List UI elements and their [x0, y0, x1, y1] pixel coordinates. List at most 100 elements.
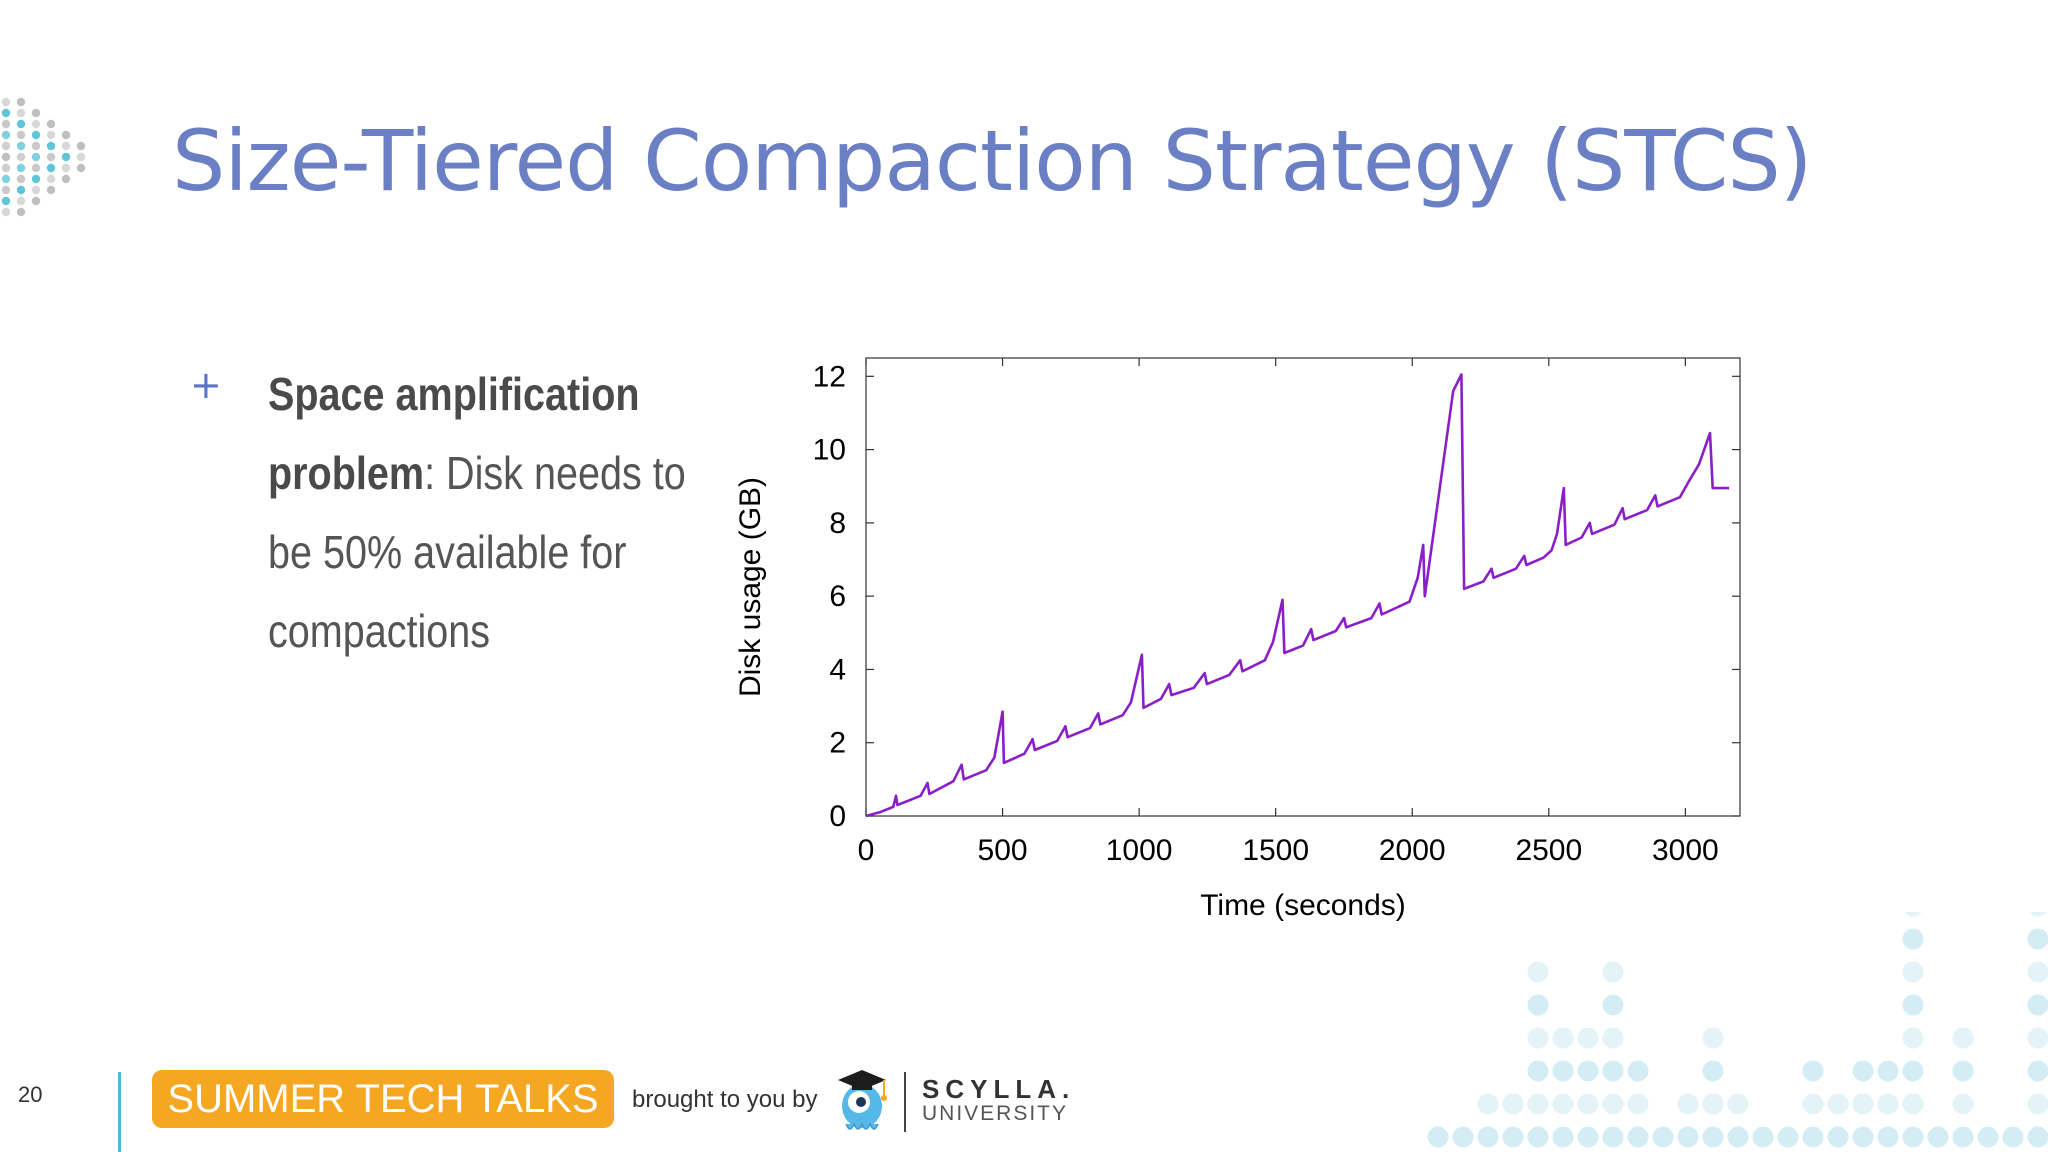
decorative-dot — [31, 185, 41, 195]
decorative-dot — [1952, 1027, 1974, 1049]
decorative-dot — [1827, 1126, 1849, 1148]
decorative-dot — [1, 108, 11, 118]
decorative-dot — [1, 174, 11, 184]
decorative-dot — [1502, 1093, 1524, 1115]
decorative-dot — [1927, 1126, 1949, 1148]
decorative-dot — [2027, 1060, 2048, 1082]
decorative-dot — [1, 196, 11, 206]
decorative-dot — [61, 141, 71, 151]
decorative-dot — [61, 163, 71, 173]
series-line — [865, 373, 1730, 818]
decorative-dot — [16, 108, 26, 118]
decorative-dot — [1602, 994, 1624, 1016]
decorative-dot — [31, 196, 41, 206]
decorative-dot — [1602, 961, 1624, 983]
decorative-dot — [1552, 1060, 1574, 1082]
axis-ticks — [865, 358, 1740, 817]
decorative-dot — [1602, 1060, 1624, 1082]
decorative-dot — [1752, 1126, 1774, 1148]
decorative-dot — [1677, 1093, 1699, 1115]
decorative-dot — [76, 152, 86, 162]
decorative-dot — [2002, 1126, 2024, 1148]
decorative-dot — [1852, 1060, 1874, 1082]
y-axis-label: Disk usage (GB) — [734, 477, 767, 697]
decorative-dot — [1527, 1093, 1549, 1115]
decorative-dot — [1477, 1126, 1499, 1148]
plot-frame — [865, 357, 1741, 817]
x-tick-label: 1500 — [1242, 834, 1309, 867]
decorative-dot — [1902, 1027, 1924, 1049]
decorative-dot — [46, 152, 56, 162]
y-tick-label: 2 — [829, 727, 846, 760]
brand-subtitle: UNIVERSITY — [922, 1102, 1069, 1125]
decorative-dot — [1652, 1126, 1674, 1148]
decorative-dot — [1727, 1126, 1749, 1148]
decorative-dot — [1952, 1093, 1974, 1115]
decorative-dot — [2029, 912, 2047, 917]
decorative-dot — [1, 141, 11, 151]
decorative-dot — [2027, 1093, 2048, 1115]
decorative-dot — [1677, 1126, 1699, 1148]
decorative-dot — [31, 141, 41, 151]
x-tick-label: 3000 — [1652, 834, 1719, 867]
decorative-dot — [1852, 1093, 1874, 1115]
decorative-dot — [1577, 1093, 1599, 1115]
decorative-dot — [16, 174, 26, 184]
bullet-marker: + — [190, 363, 222, 407]
x-tick-label: 2500 — [1515, 834, 1582, 867]
decorative-dot — [2027, 994, 2048, 1016]
decorative-dot — [1902, 1093, 1924, 1115]
decorative-dot — [1702, 1126, 1724, 1148]
y-tick-label: 12 — [813, 360, 846, 393]
decorative-dot — [1527, 994, 1549, 1016]
decorative-dot — [46, 163, 56, 173]
decorative-dot — [1527, 1027, 1549, 1049]
decorative-dot — [1552, 1126, 1574, 1148]
decorative-dot — [1952, 1126, 1974, 1148]
decorative-dot — [1904, 912, 1922, 917]
decorative-dot — [16, 130, 26, 140]
decorative-dot — [1577, 1126, 1599, 1148]
decorative-dot — [1552, 1027, 1574, 1049]
decorative-dot — [1902, 994, 1924, 1016]
x-tick-label: 2000 — [1379, 834, 1446, 867]
decorative-dot — [1, 163, 11, 173]
decorative-dot — [1, 152, 11, 162]
decorative-dot — [2027, 1126, 2048, 1148]
decorative-dot — [1802, 1060, 1824, 1082]
decorative-dot — [1727, 1093, 1749, 1115]
decorative-dot — [1527, 1126, 1549, 1148]
decorative-dot — [2027, 1027, 2048, 1049]
decorative-dot — [1427, 1126, 1449, 1148]
decorative-dot — [1902, 1126, 1924, 1148]
footer-divider — [118, 1072, 121, 1152]
decorative-dot — [31, 108, 41, 118]
x-tick-labels: 0 500 1000 1500 2000 2500 3000 — [858, 834, 1719, 867]
decorative-dot — [2027, 928, 2048, 950]
y-tick-label: 6 — [829, 580, 846, 613]
y-tick-labels: 0 2 4 6 8 10 12 — [813, 360, 846, 833]
y-tick-label: 8 — [829, 507, 846, 540]
mascot-logo-icon — [838, 1070, 887, 1130]
decorative-dot — [1877, 1126, 1899, 1148]
event-banner: SUMMER TECH TALKS — [152, 1070, 614, 1128]
decorative-dot — [16, 141, 26, 151]
brand-divider — [904, 1072, 906, 1132]
decorative-dot — [76, 141, 86, 151]
decorative-dot — [1602, 1126, 1624, 1148]
decorative-dot — [46, 174, 56, 184]
y-tick-label: 4 — [829, 653, 846, 686]
page-number: 20 — [18, 1082, 43, 1107]
decorative-dot — [1452, 1126, 1474, 1148]
decorative-dot — [1577, 1027, 1599, 1049]
decorative-dot — [61, 174, 71, 184]
decorative-dot — [2027, 961, 2048, 983]
decorative-dot — [1802, 1093, 1824, 1115]
decorative-dot — [1, 185, 11, 195]
decorative-dot — [1527, 1060, 1549, 1082]
decorative-dot — [1627, 1060, 1649, 1082]
decorative-dot — [1577, 1060, 1599, 1082]
decorative-dot — [1477, 1093, 1499, 1115]
decorative-dot — [1827, 1093, 1849, 1115]
decorative-dot — [31, 174, 41, 184]
